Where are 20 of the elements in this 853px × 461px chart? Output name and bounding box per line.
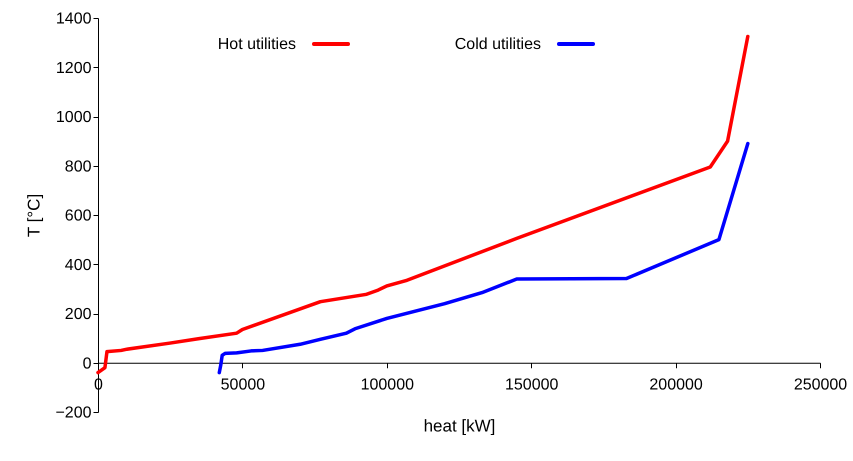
- x-tick-label: 100000: [360, 376, 414, 394]
- x-tick-label: 50000: [220, 376, 266, 394]
- y-tick-label: 1400: [56, 10, 92, 28]
- y-tick-label: 1200: [56, 60, 92, 77]
- line-series: [96, 34, 750, 374]
- line-series: [218, 142, 750, 374]
- y-axis-title: T [°C]: [24, 194, 44, 238]
- y-tick-label: 1000: [56, 109, 92, 126]
- y-tick-label: −200: [55, 404, 92, 422]
- y-tick-label: 0: [82, 355, 92, 372]
- y-tick-label: 200: [64, 306, 92, 323]
- x-tick-label: 200000: [649, 376, 703, 394]
- x-tick-label: 250000: [794, 376, 848, 394]
- y-tick-label: 400: [64, 256, 92, 274]
- y-tick-label: 800: [64, 158, 92, 176]
- x-tick-label: 150000: [505, 376, 558, 394]
- legend-label: Cold utilities: [454, 36, 541, 53]
- x-axis-title: heat [kW]: [424, 416, 496, 436]
- y-tick-label: 600: [64, 208, 92, 224]
- legend-label: Hot utilities: [218, 36, 296, 53]
